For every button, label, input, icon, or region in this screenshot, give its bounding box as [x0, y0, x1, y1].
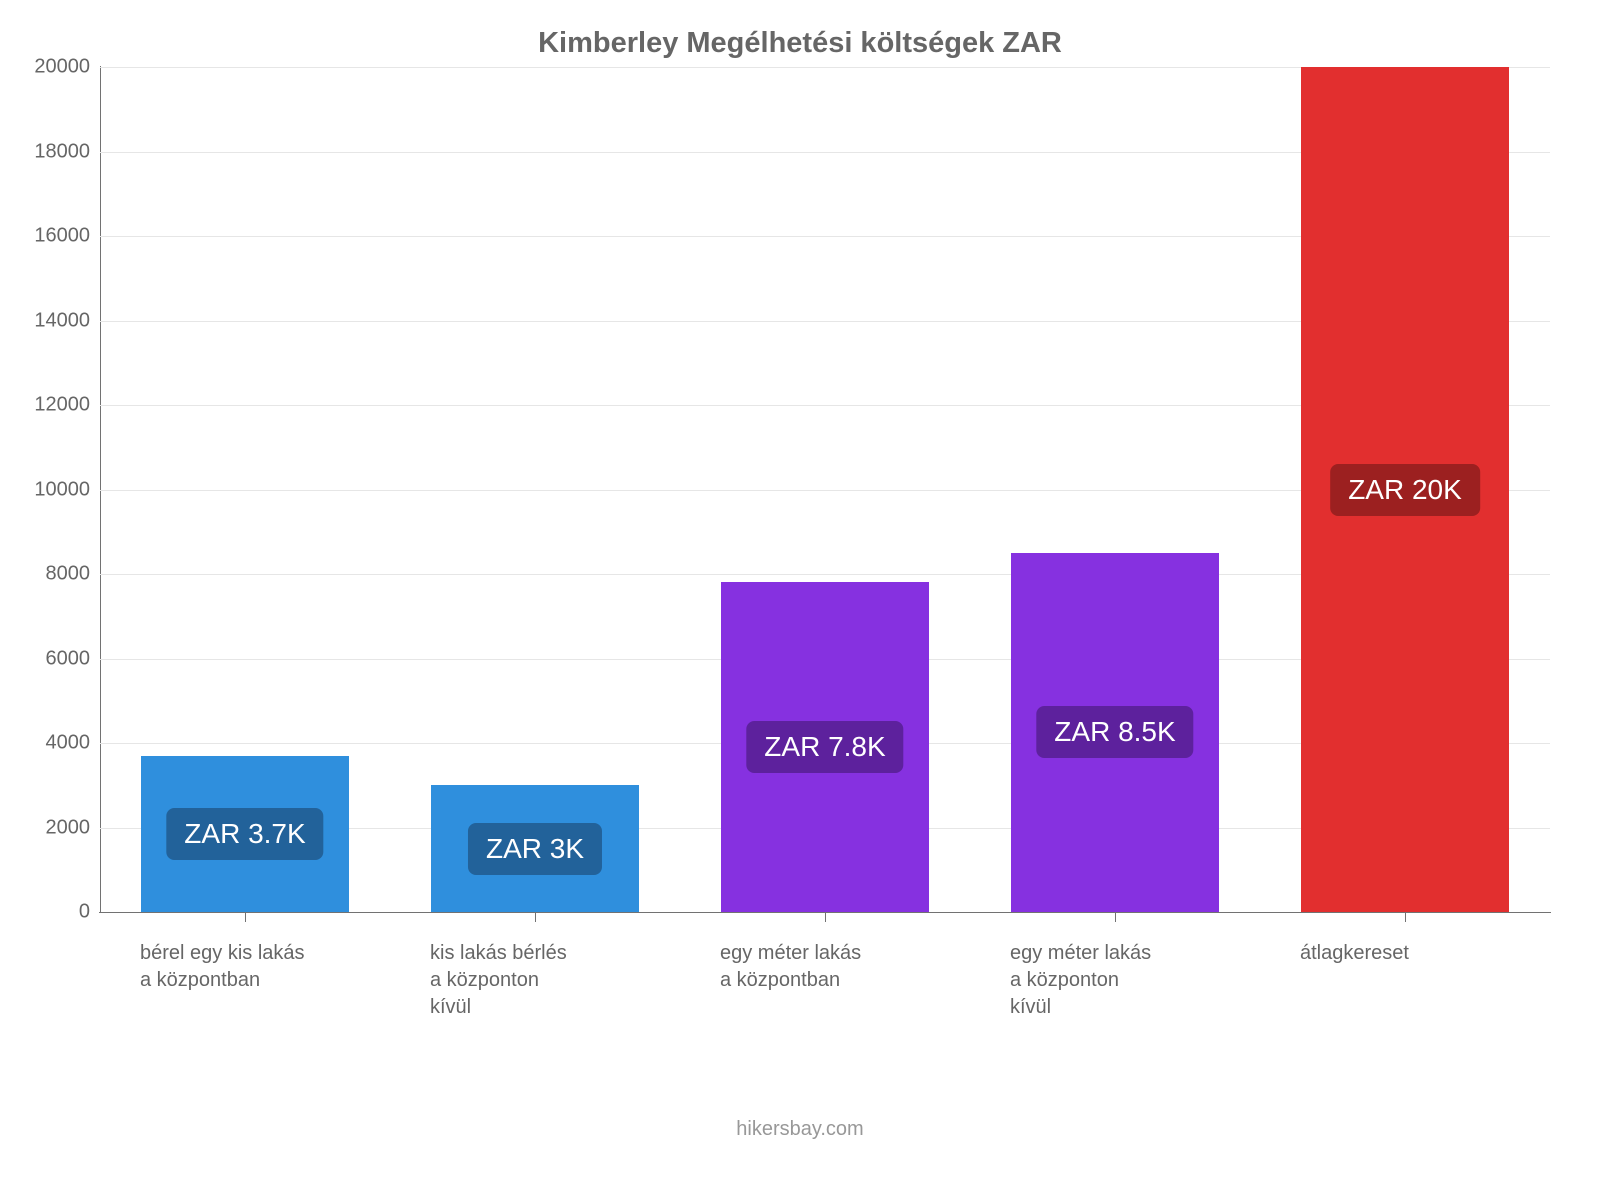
x-axis-label: egy méter lakás a központban — [720, 940, 930, 994]
y-tick-label: 14000 — [10, 309, 90, 332]
x-axis-label: kis lakás bérlés a központon kívül — [430, 940, 640, 1021]
x-tick — [245, 912, 246, 922]
bar-value-badge: ZAR 3K — [468, 823, 602, 875]
bar-value-badge: ZAR 7.8K — [746, 721, 903, 773]
x-tick — [535, 912, 536, 922]
x-axis-label: egy méter lakás a központon kívül — [1010, 940, 1220, 1021]
y-tick-label: 8000 — [10, 563, 90, 586]
y-tick-label: 4000 — [10, 732, 90, 755]
chart-title: Kimberley Megélhetési költségek ZAR — [0, 27, 1600, 60]
y-tick-label: 10000 — [10, 478, 90, 501]
y-tick-label: 6000 — [10, 647, 90, 670]
bar-value-badge: ZAR 3.7K — [166, 808, 323, 860]
cost-of-living-chart: Kimberley Megélhetési költségek ZAR ZAR … — [0, 0, 1600, 1200]
x-axis-label: átlagkereset — [1300, 940, 1510, 967]
y-tick-label: 18000 — [10, 140, 90, 163]
y-tick-label: 2000 — [10, 816, 90, 839]
attribution: hikersbay.com — [0, 1118, 1600, 1141]
y-tick-label: 12000 — [10, 394, 90, 417]
bar-value-badge: ZAR 8.5K — [1036, 706, 1193, 758]
x-tick — [1405, 912, 1406, 922]
x-tick — [825, 912, 826, 922]
y-tick-label: 0 — [10, 901, 90, 924]
bar-value-badge: ZAR 20K — [1330, 464, 1480, 516]
y-tick-label: 16000 — [10, 225, 90, 248]
x-tick — [1115, 912, 1116, 922]
x-axis-label: bérel egy kis lakás a központban — [140, 940, 350, 994]
plot-area: ZAR 3.7K ZAR 3K ZAR 7.8K ZAR 8.5K ZAR 20K — [100, 67, 1550, 912]
y-tick-label: 20000 — [10, 56, 90, 79]
